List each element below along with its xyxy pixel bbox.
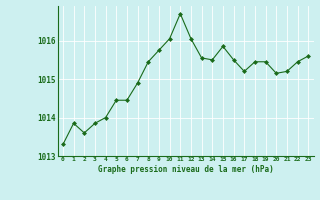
- X-axis label: Graphe pression niveau de la mer (hPa): Graphe pression niveau de la mer (hPa): [98, 165, 274, 174]
